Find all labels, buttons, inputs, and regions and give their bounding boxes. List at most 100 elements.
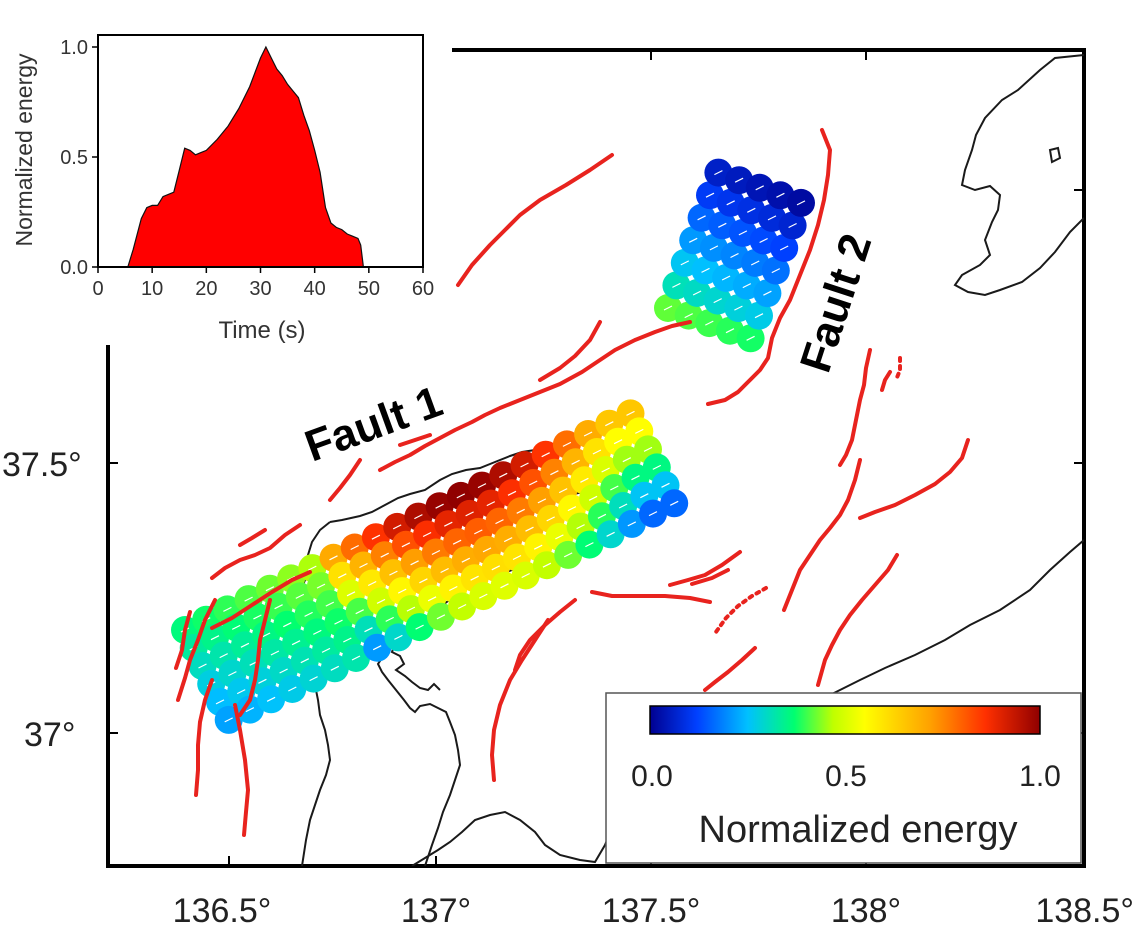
slip-vector: [767, 215, 777, 221]
slip-vector: [627, 521, 637, 527]
slip-vector: [215, 699, 225, 705]
inset-x-tick-label: 10: [141, 278, 163, 300]
slip-vector: [435, 503, 444, 509]
slip-vector: [503, 537, 513, 543]
fault-trace-dotted: [894, 356, 902, 382]
inset-y-tick-label: 0.5: [60, 147, 88, 169]
fault-trace: [174, 610, 192, 670]
slip-vector: [329, 555, 338, 561]
inset-y-tick-label: 0.0: [60, 257, 88, 279]
slip-vector: [747, 207, 756, 213]
lon-tick-label: 137°: [401, 892, 471, 930]
slip-vector: [567, 506, 577, 512]
slip-vector: [580, 477, 589, 483]
slip-vector: [371, 534, 381, 540]
slip-vector: [397, 588, 407, 594]
slip-vector: [334, 619, 343, 625]
fault-trace-dotted: [714, 586, 768, 634]
lon-tick-label: 138°: [831, 892, 901, 930]
slip-vector: [410, 560, 419, 566]
slip-vector: [613, 439, 623, 445]
slip-vector: [385, 616, 394, 622]
slip-vector: [495, 519, 504, 525]
slip-vector: [266, 696, 276, 702]
slip-vector: [415, 624, 424, 630]
slip-vector: [626, 410, 635, 416]
slip-vector: [321, 647, 331, 653]
slip-vector: [372, 645, 382, 651]
slip-vector: [788, 222, 797, 229]
lat-tick-labels: 37.5° 37°: [2, 446, 82, 754]
slip-vector: [482, 547, 492, 553]
fault-trace: [210, 523, 302, 580]
slip-vector: [350, 544, 359, 551]
slip-vector: [750, 260, 760, 266]
slip-vector: [701, 267, 710, 273]
slip-vector: [236, 689, 246, 695]
slip-vector: [684, 313, 693, 319]
slip-vector: [730, 252, 739, 259]
colorbar-tick-label: 1.0: [1019, 760, 1061, 793]
slip-vector: [672, 282, 681, 288]
slip-vector: [283, 622, 292, 628]
fault-trace: [238, 598, 272, 717]
slip-vector: [713, 298, 722, 304]
slip-vector: [270, 650, 280, 656]
slip-vector: [718, 222, 727, 228]
slip-vector: [779, 245, 789, 251]
inset-y-tick-label: 1.0: [60, 37, 88, 59]
fault-trace: [838, 348, 872, 467]
slip-vector: [592, 449, 602, 455]
slip-vector: [537, 498, 547, 504]
slip-vector: [520, 462, 529, 468]
slip-vector: [470, 575, 479, 581]
fault-trace: [210, 570, 312, 630]
slip-vector: [231, 624, 241, 630]
colorbar-tick-label: 0.5: [825, 760, 867, 793]
slip-vector: [555, 534, 564, 540]
fault-trace: [538, 320, 602, 382]
fault-trace: [590, 590, 712, 604]
fault-trace: [378, 320, 692, 472]
coastline-toyama-bay-west: [390, 639, 441, 692]
slip-vector: [563, 552, 573, 558]
slip-vector: [422, 531, 432, 538]
slip-vector: [652, 464, 662, 470]
slip-vector: [738, 230, 748, 236]
slip-vector: [692, 290, 702, 296]
slip-vector: [631, 475, 640, 481]
slip-vector: [406, 606, 416, 612]
slip-vector: [709, 245, 719, 251]
slip-vector: [498, 472, 508, 478]
slip-vector: [304, 611, 313, 617]
slip-vector: [240, 642, 250, 648]
fault-trace: [490, 618, 550, 782]
inset-x-tick-label: 30: [249, 278, 271, 300]
slip-vector: [697, 215, 706, 221]
slip-vector: [491, 565, 501, 571]
slip-vector: [477, 483, 487, 489]
slip-vector: [414, 514, 423, 520]
slip-vector: [640, 493, 649, 499]
inset-x-tick-label: 20: [195, 278, 217, 300]
lat-tick-label: 37.5°: [2, 446, 82, 484]
slip-vector: [742, 283, 752, 289]
fault-trace: [668, 550, 742, 587]
slip-vector: [558, 488, 568, 494]
slip-vector: [643, 446, 653, 452]
fault-trace: [398, 433, 432, 447]
inset-x-axis: 0 10 20 30 40 50 60: [92, 267, 434, 300]
slip-vector: [550, 470, 559, 476]
fault-trace: [880, 370, 892, 392]
slip-vector: [261, 632, 271, 638]
slip-vector: [771, 268, 781, 274]
fault-trace: [816, 553, 899, 687]
slip-vector: [279, 668, 288, 674]
slip-vector: [669, 500, 679, 506]
slip-vector: [210, 635, 220, 641]
slip-vector: [308, 565, 317, 571]
slip-vector: [605, 421, 614, 427]
fault-trace: [858, 438, 970, 520]
lat-tick-label: 37°: [24, 716, 75, 754]
